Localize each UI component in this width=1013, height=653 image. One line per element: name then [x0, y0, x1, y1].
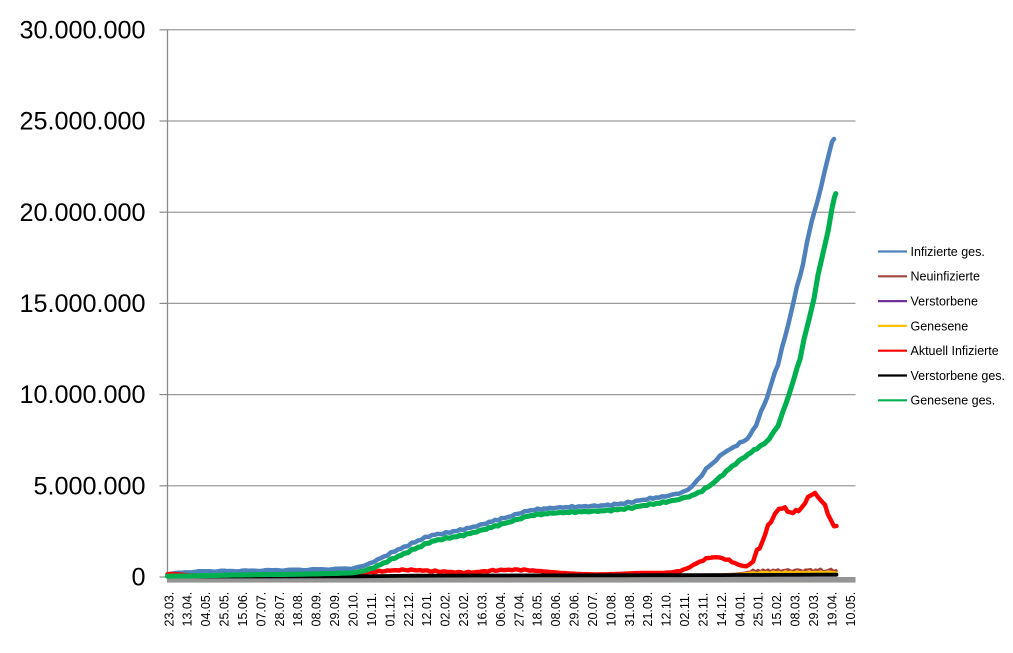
svg-text:18.08.: 18.08. — [291, 592, 305, 627]
svg-text:23.03.: 23.03. — [162, 592, 176, 627]
svg-text:25.01.: 25.01. — [752, 592, 766, 627]
svg-text:29.03.: 29.03. — [807, 592, 821, 627]
svg-text:29.06.: 29.06. — [568, 592, 582, 627]
svg-text:25.000.000: 25.000.000 — [19, 108, 145, 136]
svg-text:30.000.000: 30.000.000 — [19, 16, 145, 44]
svg-text:15.06.: 15.06. — [236, 592, 250, 627]
svg-text:16.03.: 16.03. — [475, 592, 489, 627]
svg-text:02.11.: 02.11. — [678, 593, 692, 627]
svg-text:Aktuell Infizierte: Aktuell Infizierte — [911, 344, 999, 358]
svg-text:08.06.: 08.06. — [549, 592, 563, 627]
svg-text:06.04.: 06.04. — [494, 592, 508, 627]
svg-text:12.10.: 12.10. — [660, 592, 674, 627]
svg-text:13.04.: 13.04. — [181, 592, 195, 627]
svg-text:18.05.: 18.05. — [531, 592, 545, 627]
svg-text:19.04.: 19.04. — [825, 592, 839, 627]
svg-text:10.11.: 10.11. — [365, 593, 379, 627]
svg-text:20.000.000: 20.000.000 — [19, 199, 145, 227]
svg-text:29.09.: 29.09. — [328, 592, 342, 627]
svg-text:21.09.: 21.09. — [641, 592, 655, 627]
svg-text:20.10.: 20.10. — [347, 592, 361, 627]
svg-text:27.04.: 27.04. — [512, 592, 526, 627]
svg-text:31.08.: 31.08. — [623, 592, 637, 627]
svg-text:Genesene: Genesene — [911, 319, 969, 333]
svg-text:15.000.000: 15.000.000 — [19, 290, 145, 318]
svg-text:04.01.: 04.01. — [733, 592, 747, 627]
svg-text:10.000.000: 10.000.000 — [19, 381, 145, 409]
svg-text:04.05.: 04.05. — [199, 592, 213, 627]
svg-text:10.08.: 10.08. — [604, 592, 618, 627]
svg-text:Infizierte ges.: Infizierte ges. — [911, 245, 985, 259]
svg-text:23.11.: 23.11. — [697, 593, 711, 627]
svg-text:14.12.: 14.12. — [715, 592, 729, 627]
svg-text:5.000.000: 5.000.000 — [33, 472, 145, 500]
svg-text:12.01.: 12.01. — [420, 592, 434, 627]
svg-text:20.07.: 20.07. — [586, 592, 600, 627]
svg-text:08.03.: 08.03. — [789, 592, 803, 627]
svg-text:Verstorbene: Verstorbene — [911, 295, 978, 309]
svg-text:22.12.: 22.12. — [402, 592, 416, 627]
svg-text:01.12.: 01.12. — [383, 592, 397, 627]
svg-text:10.05.: 10.05. — [844, 592, 858, 627]
svg-text:02.02.: 02.02. — [439, 592, 453, 627]
svg-text:15.02.: 15.02. — [770, 592, 784, 627]
svg-text:08.09.: 08.09. — [310, 592, 324, 627]
svg-text:Neuinfizierte: Neuinfizierte — [911, 270, 981, 284]
svg-text:07.07.: 07.07. — [254, 592, 268, 627]
svg-text:23.02.: 23.02. — [457, 592, 471, 627]
svg-text:0: 0 — [131, 564, 145, 592]
svg-text:28.07.: 28.07. — [273, 592, 287, 627]
svg-text:Verstorbene ges.: Verstorbene ges. — [911, 369, 1006, 383]
svg-text:25.05.: 25.05. — [218, 592, 232, 627]
svg-text:Genesene ges.: Genesene ges. — [911, 394, 996, 408]
